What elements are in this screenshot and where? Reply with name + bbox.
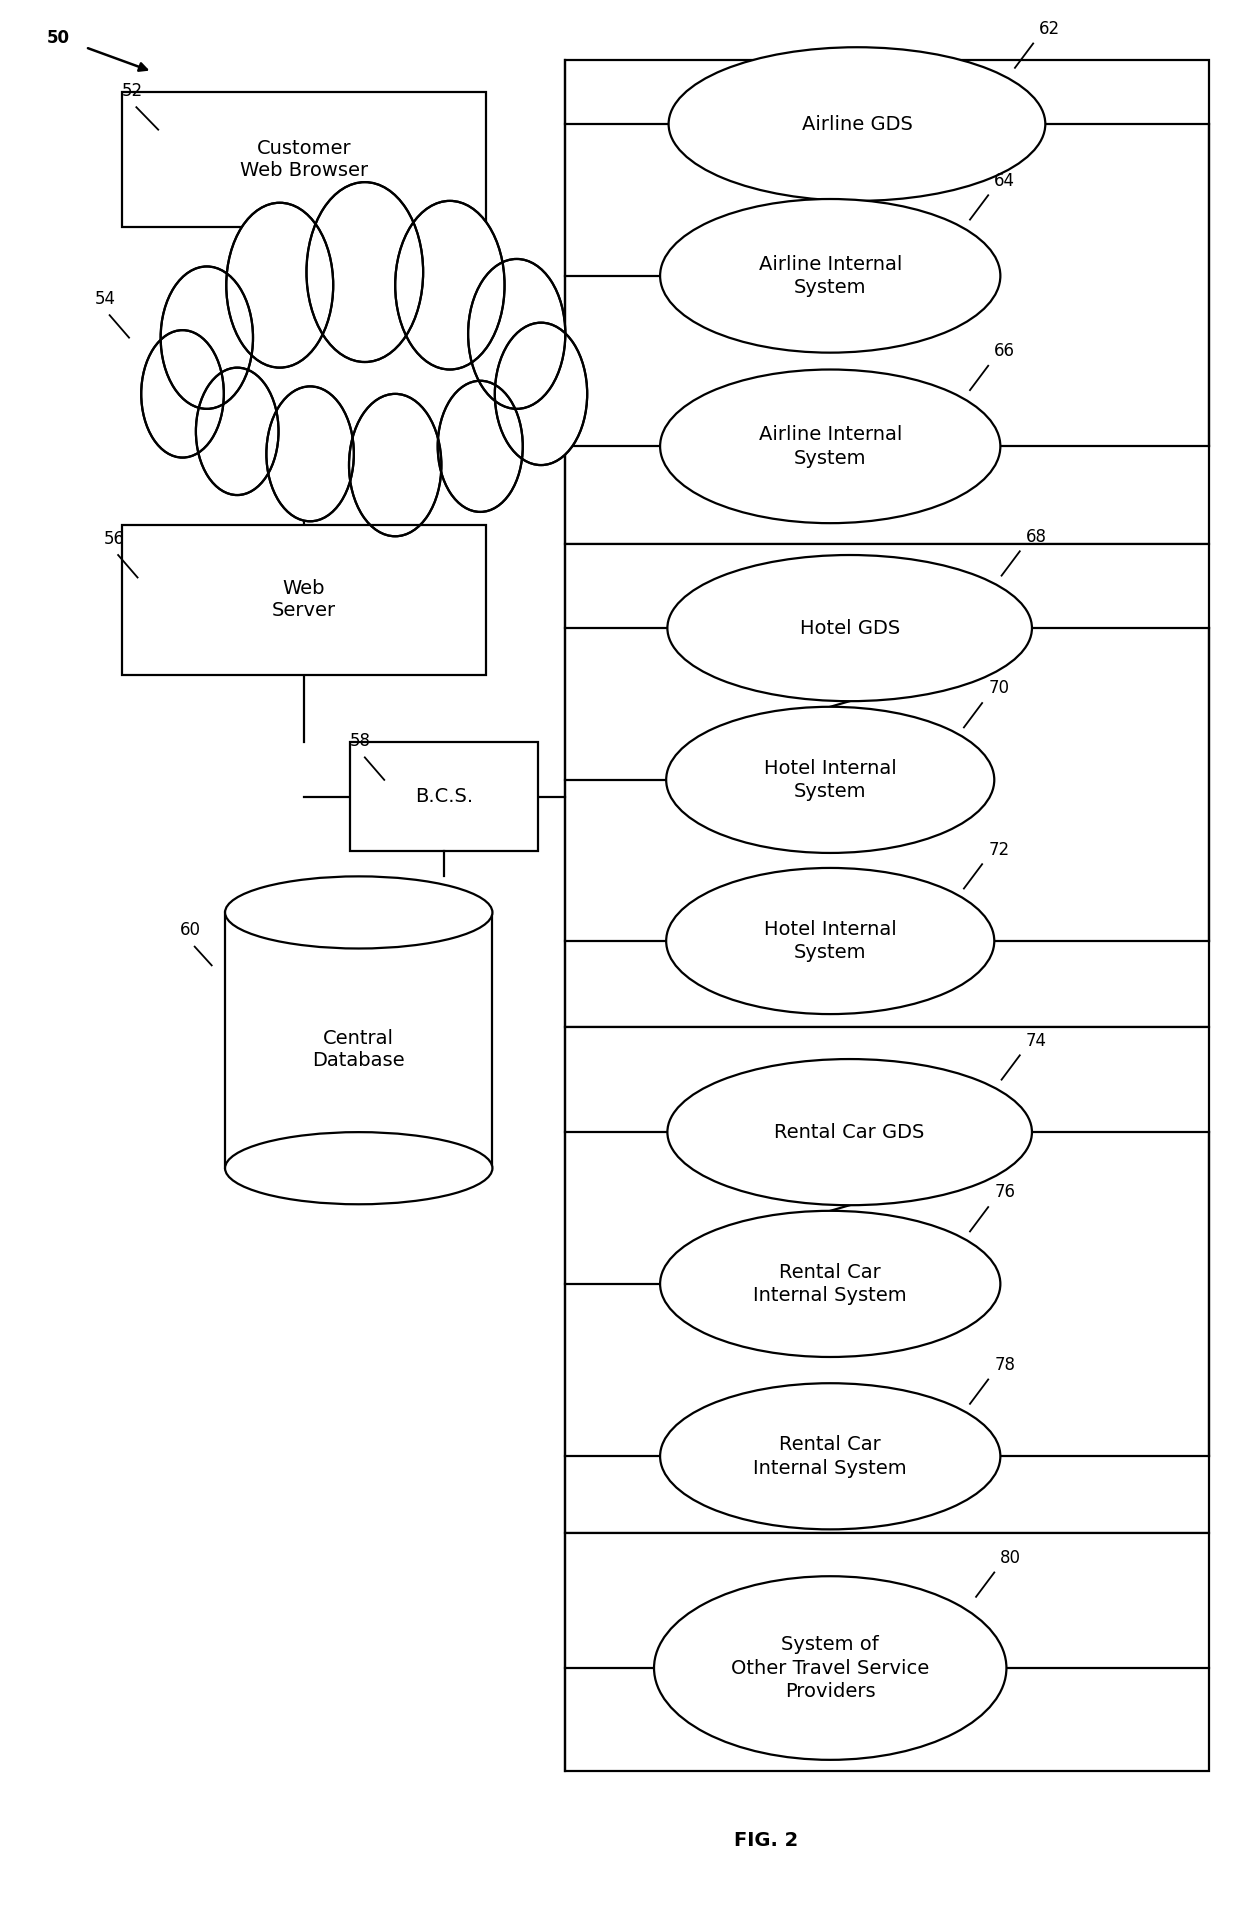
Circle shape <box>188 245 335 468</box>
Ellipse shape <box>668 48 1045 201</box>
Ellipse shape <box>667 1059 1032 1205</box>
Text: 56: 56 <box>103 530 124 547</box>
Text: 80: 80 <box>1001 1549 1022 1566</box>
Text: 76: 76 <box>994 1184 1016 1201</box>
Text: 68: 68 <box>1025 528 1047 545</box>
Ellipse shape <box>660 369 1001 524</box>
Text: System of
Other Travel Service
Providers: System of Other Travel Service Providers <box>732 1635 929 1702</box>
Text: 50: 50 <box>46 29 69 48</box>
Text: FIG. 2: FIG. 2 <box>734 1832 799 1851</box>
Text: 66: 66 <box>994 342 1016 359</box>
FancyBboxPatch shape <box>224 912 492 1168</box>
Circle shape <box>267 386 353 522</box>
Text: Rental Car GDS: Rental Car GDS <box>775 1122 925 1141</box>
Ellipse shape <box>653 1575 1007 1759</box>
Text: 62: 62 <box>1039 19 1060 38</box>
Text: Rental Car
Internal System: Rental Car Internal System <box>754 1436 906 1478</box>
Circle shape <box>413 262 547 468</box>
FancyBboxPatch shape <box>350 742 538 851</box>
Text: Airline Internal
System: Airline Internal System <box>759 424 901 468</box>
Ellipse shape <box>660 1210 1001 1358</box>
Text: 58: 58 <box>350 732 371 750</box>
Text: Hotel Internal
System: Hotel Internal System <box>764 920 897 962</box>
Circle shape <box>161 266 253 409</box>
Text: 78: 78 <box>994 1356 1016 1375</box>
Circle shape <box>467 258 565 409</box>
Text: Rental Car
Internal System: Rental Car Internal System <box>754 1262 906 1306</box>
Text: 74: 74 <box>1025 1032 1047 1050</box>
Ellipse shape <box>224 1132 492 1205</box>
Text: 70: 70 <box>988 679 1009 698</box>
Ellipse shape <box>666 707 994 853</box>
Ellipse shape <box>660 199 1001 352</box>
Text: B.C.S.: B.C.S. <box>414 788 472 807</box>
Circle shape <box>196 367 279 495</box>
Circle shape <box>306 182 423 361</box>
Circle shape <box>141 331 224 457</box>
FancyBboxPatch shape <box>565 61 1209 543</box>
Circle shape <box>310 310 444 516</box>
Text: Web
Server: Web Server <box>272 579 336 621</box>
Circle shape <box>291 226 450 468</box>
Text: 54: 54 <box>95 291 117 308</box>
Circle shape <box>348 394 441 535</box>
Text: Hotel GDS: Hotel GDS <box>800 619 900 637</box>
Circle shape <box>396 201 505 369</box>
Text: 52: 52 <box>122 82 143 99</box>
Text: 72: 72 <box>988 841 1009 858</box>
Text: Airline GDS: Airline GDS <box>801 115 913 134</box>
FancyBboxPatch shape <box>122 526 486 675</box>
Ellipse shape <box>667 554 1032 702</box>
FancyBboxPatch shape <box>565 1533 1209 1771</box>
FancyBboxPatch shape <box>122 92 486 228</box>
Circle shape <box>226 203 334 367</box>
Ellipse shape <box>660 1382 1001 1530</box>
FancyBboxPatch shape <box>565 1027 1209 1533</box>
Circle shape <box>495 323 588 465</box>
Circle shape <box>438 380 523 512</box>
Ellipse shape <box>666 868 994 1013</box>
Ellipse shape <box>224 876 492 948</box>
Text: Central
Database: Central Database <box>312 1029 405 1071</box>
FancyBboxPatch shape <box>565 543 1209 1027</box>
Text: 64: 64 <box>994 172 1016 189</box>
Text: 60: 60 <box>180 922 201 939</box>
Text: Airline Internal
System: Airline Internal System <box>759 254 901 296</box>
Text: Customer
Web Browser: Customer Web Browser <box>241 140 368 180</box>
Text: Hotel Internal
System: Hotel Internal System <box>764 759 897 801</box>
